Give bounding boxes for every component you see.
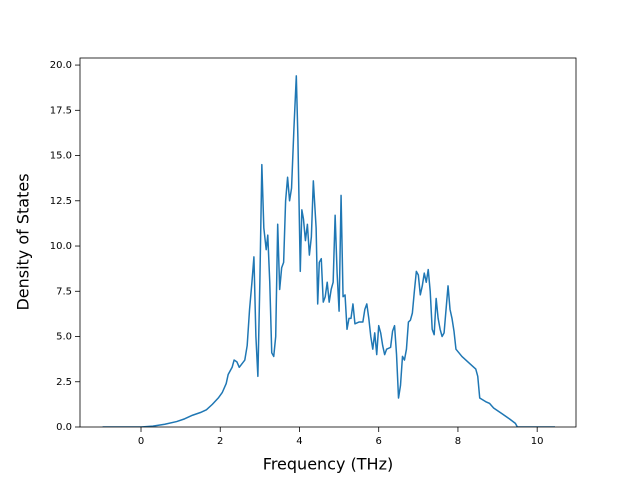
- y-tick-label: 10.0: [50, 241, 72, 252]
- y-tick-label: 20.0: [50, 60, 72, 71]
- y-tick-label: 2.5: [56, 377, 72, 388]
- y-tick-label: 0.0: [56, 422, 72, 433]
- y-axis-label: Density of States: [14, 173, 33, 310]
- y-tick-label: 12.5: [50, 196, 72, 207]
- y-tick-label: 15.0: [50, 151, 72, 162]
- x-tick-label: 2: [217, 436, 223, 447]
- x-tick-label: 10: [531, 436, 544, 447]
- y-tick-label: 5.0: [56, 332, 72, 343]
- x-tick-label: 8: [455, 436, 461, 447]
- y-tick-label: 17.5: [50, 105, 72, 116]
- line-series: [102, 75, 555, 427]
- x-axis-label: Frequency (THz): [263, 455, 393, 474]
- x-tick-label: 0: [138, 436, 144, 447]
- plot-frame: [79, 57, 577, 428]
- x-tick-label: 6: [376, 436, 382, 447]
- y-tick-label: 7.5: [56, 286, 72, 297]
- x-tick-label: 4: [296, 436, 302, 447]
